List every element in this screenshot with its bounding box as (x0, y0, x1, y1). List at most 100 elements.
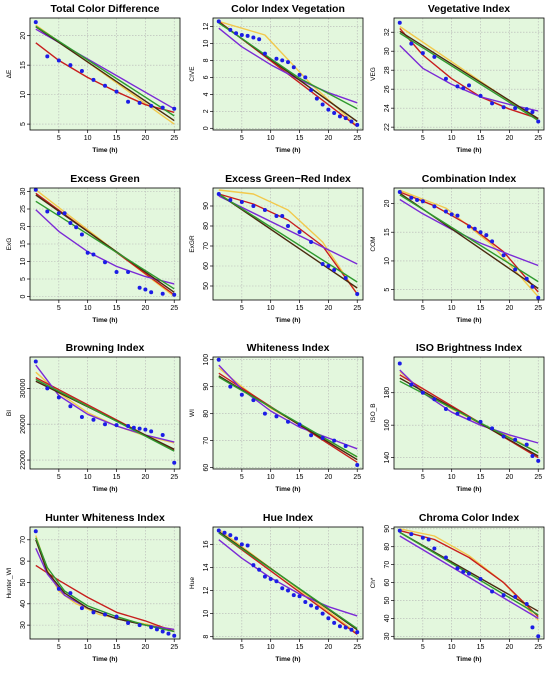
data-point (409, 532, 414, 537)
x-tick-label: 20 (324, 474, 332, 481)
y-tick-label: 32 (384, 28, 391, 36)
y-tick-label: 70 (20, 536, 27, 544)
data-point (251, 398, 256, 403)
data-point (355, 630, 360, 635)
data-point (280, 214, 285, 218)
panel-whiteness-index: Whiteness Index 5 10 15 20 25 60 70 80 90 100 Time … (189, 342, 364, 493)
y-tick-label: 4 (203, 92, 210, 96)
y-tick-label: 10 (20, 91, 27, 99)
x-tick-label: 5 (240, 474, 244, 481)
data-point (291, 65, 296, 70)
x-tick-label: 25 (170, 305, 178, 312)
data-point (467, 571, 471, 576)
data-point (68, 221, 73, 225)
data-point (160, 291, 165, 296)
data-point (297, 230, 302, 234)
y-tick-label: 10 (384, 257, 391, 265)
data-point (309, 240, 314, 244)
data-point (228, 533, 233, 538)
panel-title: Excess Green−Red Index (225, 173, 351, 185)
panel-title: Vegetative Index (428, 3, 510, 15)
data-point (461, 569, 466, 574)
data-point (103, 260, 107, 265)
data-point (415, 198, 420, 203)
data-point (216, 357, 221, 362)
y-tick-label: 15 (20, 61, 27, 69)
x-axis-label: Time (h) (275, 147, 300, 154)
data-point (91, 417, 96, 422)
y-tick-label: 80 (203, 410, 210, 418)
panel-excess-green-red-index: Excess Green−Red Index 5 10 15 20 25 50 60 70 80 9… (189, 173, 364, 324)
data-point (420, 390, 425, 395)
data-point (513, 594, 518, 599)
y-tick-label: 2 (203, 109, 210, 113)
fit-curve (218, 532, 358, 630)
plot-frame (393, 356, 545, 470)
x-tick-label: 25 (353, 644, 361, 651)
data-point (79, 69, 84, 74)
y-tick-label: 5 (384, 288, 391, 292)
y-tick-label: 5 (20, 122, 27, 126)
data-point (314, 96, 319, 101)
x-tick-label: 20 (141, 644, 149, 651)
x-tick-label: 5 (421, 135, 425, 142)
y-tick-label: 70 (384, 561, 391, 569)
x-axis-label: Time (h) (275, 317, 300, 324)
y-axis-label: CIVE (189, 66, 196, 82)
data-point (467, 83, 471, 88)
data-point (172, 460, 177, 465)
data-point (397, 190, 402, 195)
y-tick-label: 30000 (20, 379, 27, 399)
y-tick-label: 25 (20, 205, 27, 213)
data-point (455, 84, 460, 89)
plot-frame (212, 187, 364, 301)
y-tick-label: 90 (203, 202, 210, 210)
x-tick-label: 15 (477, 644, 485, 651)
x-tick-label: 15 (296, 135, 304, 142)
data-point (420, 51, 425, 56)
x-tick-label: 25 (534, 305, 542, 312)
data-point (332, 111, 337, 116)
data-point (467, 416, 471, 421)
y-tick-label: 22 (384, 123, 391, 131)
data-point (172, 633, 177, 638)
fit-curve (399, 30, 539, 120)
data-point (501, 253, 506, 258)
x-tick-label: 15 (113, 135, 121, 142)
fit-curve (218, 539, 358, 617)
fit-curve (218, 195, 358, 265)
data-point (172, 292, 177, 297)
data-point (303, 75, 308, 80)
x-tick-label: 5 (240, 644, 244, 651)
data-point (455, 566, 460, 571)
x-tick-label: 10 (448, 135, 456, 142)
x-axis-label: Time (h) (456, 656, 481, 663)
data-point (320, 262, 325, 266)
data-point (262, 411, 267, 416)
data-point (332, 438, 337, 443)
x-tick-label: 10 (84, 474, 92, 481)
x-tick-label: 15 (113, 305, 121, 312)
data-point (222, 530, 227, 535)
panel-vegetative-index: Vegetative Index 5 10 15 20 25 22 24 26 28 30 32 Tim… (370, 3, 545, 154)
data-point (355, 122, 360, 127)
data-point (343, 625, 348, 630)
panel-iso-brightness-index: ISO Brightness Index 5 10 15 20 25 140 160 180 Ti… (370, 342, 545, 493)
data-point (461, 86, 466, 91)
data-point (409, 382, 414, 387)
data-point (262, 574, 267, 579)
x-tick-label: 20 (141, 305, 149, 312)
y-tick-label: 140 (384, 452, 391, 464)
x-tick-label: 20 (505, 644, 513, 651)
data-point (239, 392, 244, 397)
data-point (472, 226, 477, 231)
y-tick-label: 160 (384, 419, 391, 431)
panel-total-color-difference: Total Color Difference 5 10 15 20 25 5 10 15 20 Ti… (6, 3, 181, 154)
data-point (343, 116, 348, 121)
data-point (530, 109, 535, 114)
y-tick-label: 10 (203, 39, 210, 47)
panel-color-index-vegetation: Color Index Vegetation 5 10 15 20 25 0 2 4 6 8 10 12… (189, 3, 364, 154)
x-axis-label: Time (h) (92, 147, 117, 154)
fit-curve (218, 27, 358, 104)
data-point (513, 437, 518, 442)
